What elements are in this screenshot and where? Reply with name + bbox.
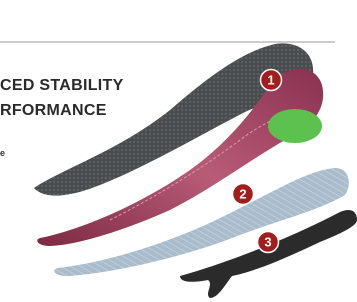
headline: CED STABILITY <box>0 77 124 94</box>
badge: 2 <box>233 184 254 205</box>
product-graphic: CED STABILITY RFORMANCE e 1 2 3 <box>0 0 357 302</box>
badge-label: 1 <box>267 73 274 88</box>
badge: 1 <box>261 70 282 91</box>
badge: 3 <box>258 232 279 253</box>
gel-pad <box>268 109 322 143</box>
badge-label: 2 <box>239 187 246 202</box>
caption: e <box>0 148 5 158</box>
headline: RFORMANCE <box>0 102 107 119</box>
badge-label: 3 <box>264 235 271 250</box>
